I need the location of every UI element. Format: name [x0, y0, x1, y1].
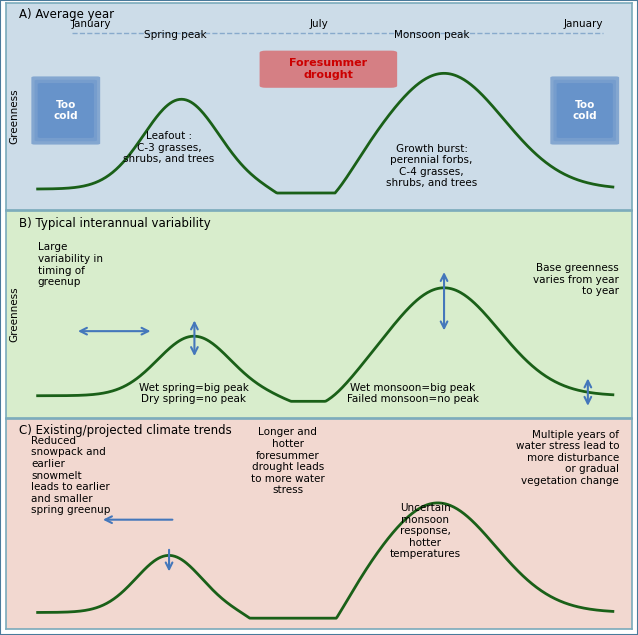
Text: Wet spring=big peak
Dry spring=no peak: Wet spring=big peak Dry spring=no peak — [139, 383, 249, 404]
Text: Spring peak: Spring peak — [144, 30, 207, 40]
Text: January: January — [564, 19, 604, 29]
FancyBboxPatch shape — [260, 51, 397, 88]
Text: Base greenness
varies from year
to year: Base greenness varies from year to year — [533, 263, 619, 297]
Text: Too
cold: Too cold — [572, 100, 597, 121]
Text: Leafout :
C-3 grasses,
shrubs, and trees: Leafout : C-3 grasses, shrubs, and trees — [123, 131, 214, 164]
Text: Monsoon peak: Monsoon peak — [394, 30, 470, 40]
FancyBboxPatch shape — [554, 80, 616, 141]
Text: Reduced
snowpack and
earlier
snowmelt
leads to earlier
and smaller
spring greenu: Reduced snowpack and earlier snowmelt le… — [31, 436, 111, 516]
FancyBboxPatch shape — [38, 83, 94, 138]
Text: Foresummer
drought: Foresummer drought — [289, 58, 367, 80]
Text: B) Typical interannual variability: B) Typical interannual variability — [19, 217, 211, 230]
Text: Growth burst:
perennial forbs,
C-4 grasses,
shrubs, and trees: Growth burst: perennial forbs, C-4 grass… — [386, 144, 477, 189]
Text: Greenness: Greenness — [9, 89, 19, 145]
Text: A) Average year: A) Average year — [19, 8, 114, 22]
FancyBboxPatch shape — [556, 83, 613, 138]
Text: July: July — [309, 19, 329, 29]
FancyBboxPatch shape — [31, 76, 100, 145]
Text: C) Existing/projected climate trends: C) Existing/projected climate trends — [19, 424, 232, 438]
FancyBboxPatch shape — [551, 76, 619, 145]
Text: Greenness: Greenness — [9, 287, 19, 342]
FancyBboxPatch shape — [31, 76, 100, 145]
Text: Longer and
hotter
foresummer
drought leads
to more water
stress: Longer and hotter foresummer drought lea… — [251, 427, 325, 495]
Text: Too
cold: Too cold — [54, 100, 78, 121]
Text: Multiple years of
water stress lead to
more disturbance
or gradual
vegetation ch: Multiple years of water stress lead to m… — [516, 429, 619, 486]
Text: Large
variability in
timing of
greenup: Large variability in timing of greenup — [38, 243, 103, 287]
FancyBboxPatch shape — [34, 80, 97, 141]
Text: January: January — [72, 19, 112, 29]
Text: Uncertain
monsoon
response,
hotter
temperatures: Uncertain monsoon response, hotter tempe… — [390, 503, 461, 559]
Text: Wet monsoon=big peak
Failed monsoon=no peak: Wet monsoon=big peak Failed monsoon=no p… — [347, 383, 478, 404]
FancyBboxPatch shape — [551, 76, 619, 145]
